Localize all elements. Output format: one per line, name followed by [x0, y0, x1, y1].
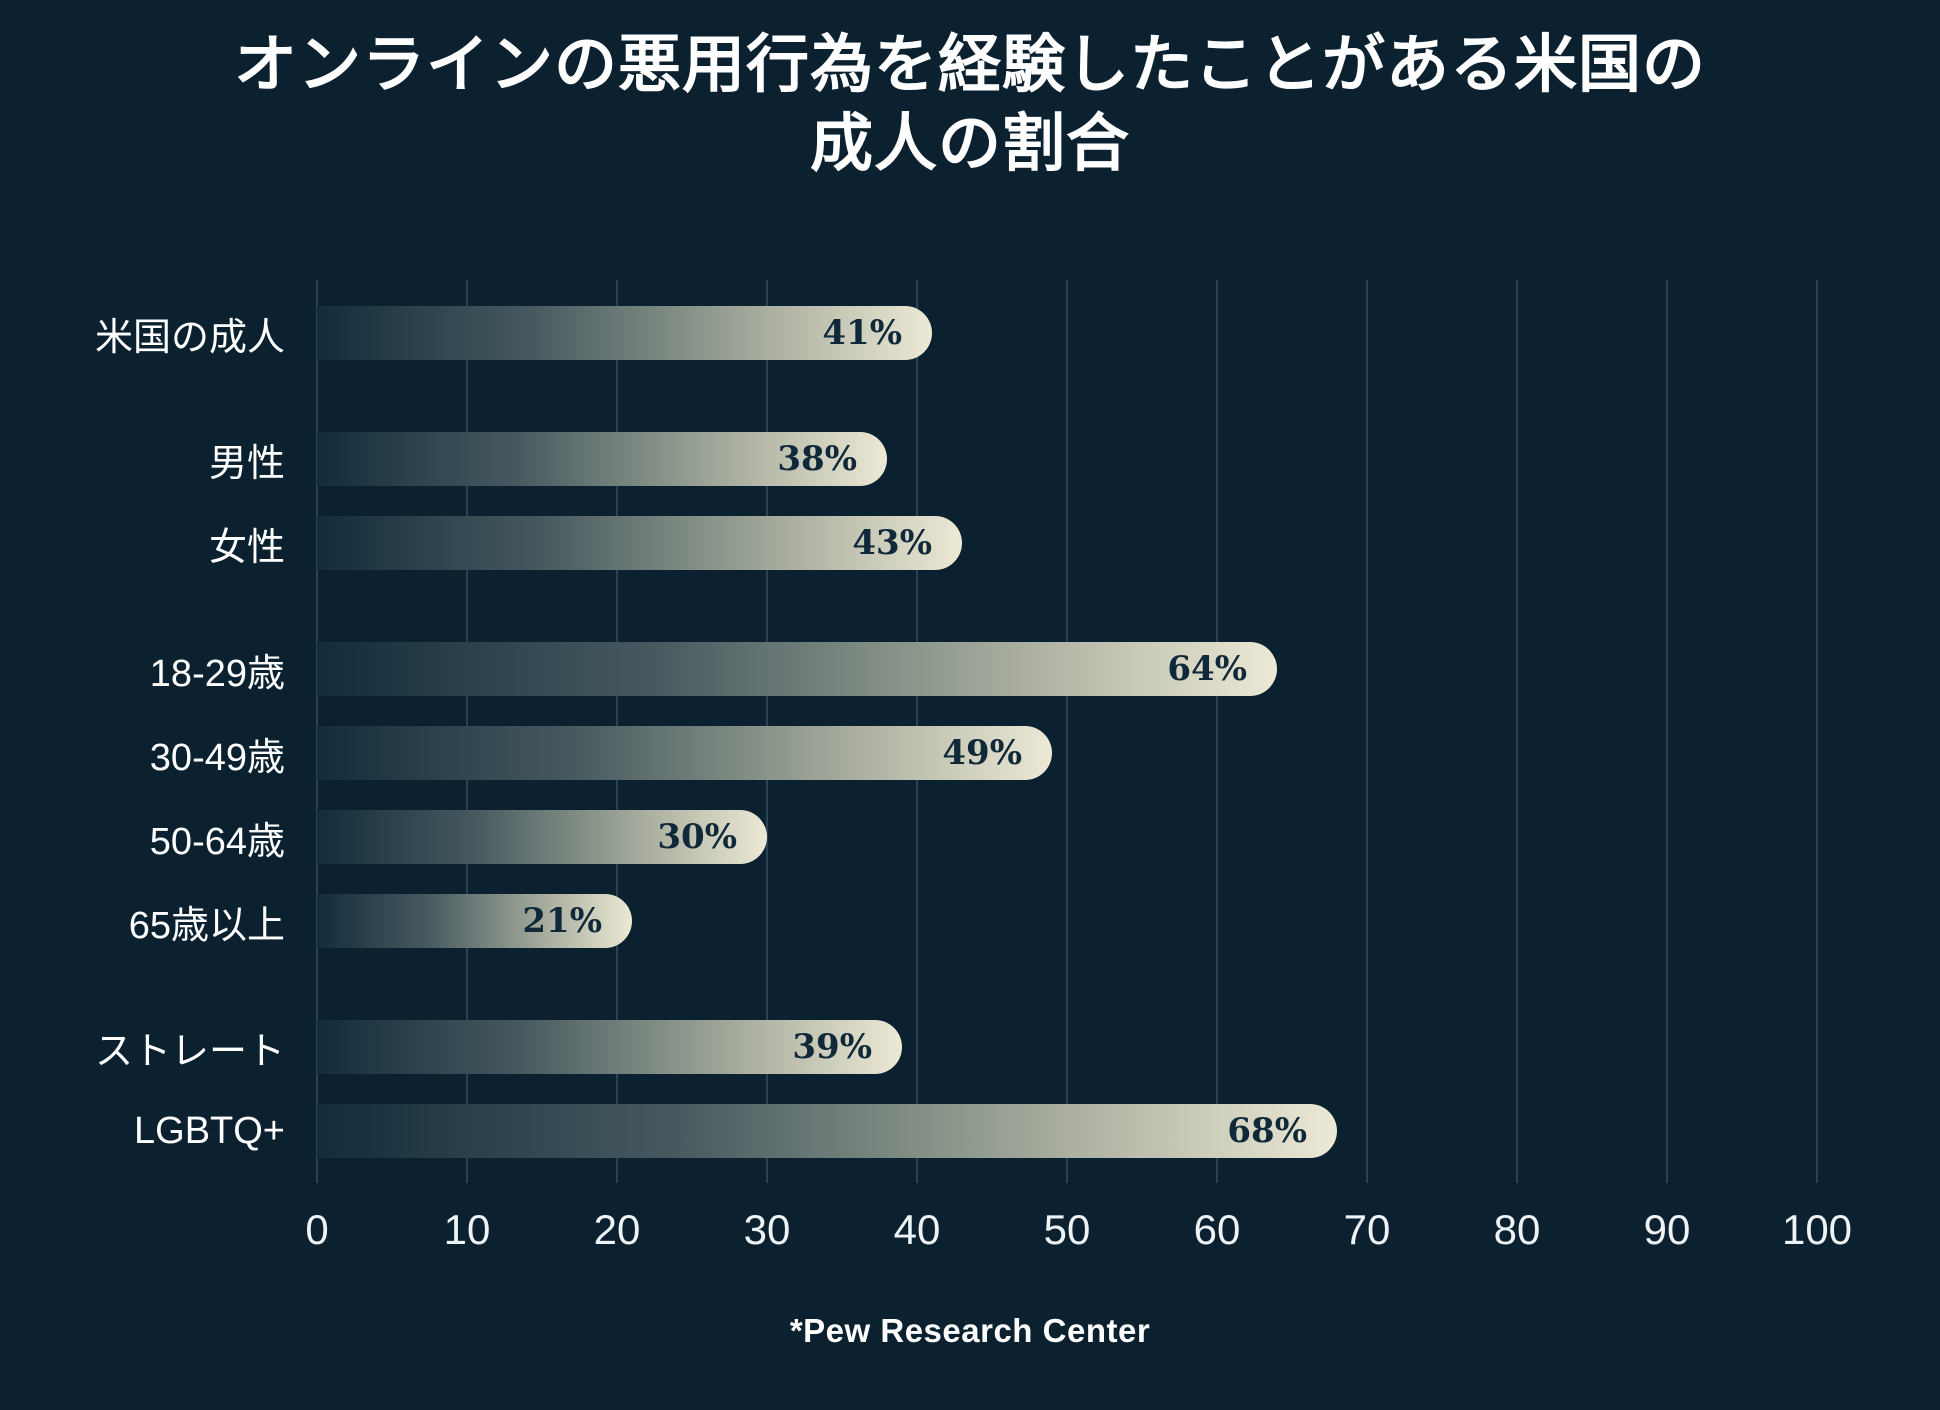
x-tick-label-30: 30: [743, 1206, 791, 1253]
gridline-100: [1816, 280, 1818, 1183]
bar-5: 30%: [317, 810, 767, 864]
bar-value-label-3: 64%: [1167, 649, 1247, 689]
category-label-8: LGBTQ+: [134, 1109, 285, 1152]
category-label-0: 米国の成人: [94, 316, 285, 359]
gridline-60: [1216, 280, 1218, 1183]
category-label-4: 30-49歳: [149, 736, 285, 779]
x-tick-label-80: 80: [1493, 1206, 1541, 1253]
bar-value-label-8: 68%: [1227, 1111, 1307, 1151]
x-tick-label-50: 50: [1043, 1206, 1091, 1253]
bar-value-label-2: 43%: [852, 523, 932, 563]
gridline-50: [1066, 280, 1068, 1183]
x-tick-label-20: 20: [593, 1206, 641, 1253]
category-label-2: 女性: [208, 526, 285, 569]
category-label-6: 65歳以上: [128, 904, 285, 947]
bar-value-label-4: 49%: [942, 733, 1022, 773]
category-label-1: 男性: [208, 442, 285, 485]
gridline-70: [1366, 280, 1368, 1183]
x-tick-label-10: 10: [443, 1206, 491, 1253]
bar-1: 38%: [317, 432, 887, 486]
bar-0: 41%: [317, 306, 932, 360]
bar-2: 43%: [317, 516, 962, 570]
x-tick-label-0: 0: [305, 1206, 329, 1253]
bar-6: 21%: [317, 894, 632, 948]
bar-3: 64%: [317, 642, 1277, 696]
x-tick-label-90: 90: [1643, 1206, 1691, 1253]
bar-value-label-6: 21%: [522, 901, 602, 941]
source-note: *Pew Research Center: [789, 1312, 1151, 1349]
category-label-3: 18-29歳: [149, 652, 285, 695]
category-label-5: 50-64歳: [149, 820, 285, 863]
bar-value-label-0: 41%: [822, 313, 902, 353]
bar-value-label-7: 39%: [792, 1027, 872, 1067]
x-tick-label-70: 70: [1343, 1206, 1391, 1253]
category-label-7: ストレート: [94, 1030, 285, 1073]
gridline-80: [1516, 280, 1518, 1183]
bar-4: 49%: [317, 726, 1052, 780]
bar-8: 68%: [317, 1104, 1337, 1158]
x-tick-label-100: 100: [1781, 1206, 1853, 1253]
x-tick-label-60: 60: [1193, 1206, 1241, 1253]
gridline-90: [1666, 280, 1668, 1183]
chart-title: オンラインの悪用行為を経験したことがある米国の成人の割合: [234, 30, 1706, 180]
bar-7: 39%: [317, 1020, 902, 1074]
bar-value-label-5: 30%: [657, 817, 737, 857]
x-tick-label-40: 40: [893, 1206, 941, 1253]
bar-value-label-1: 38%: [777, 439, 857, 479]
